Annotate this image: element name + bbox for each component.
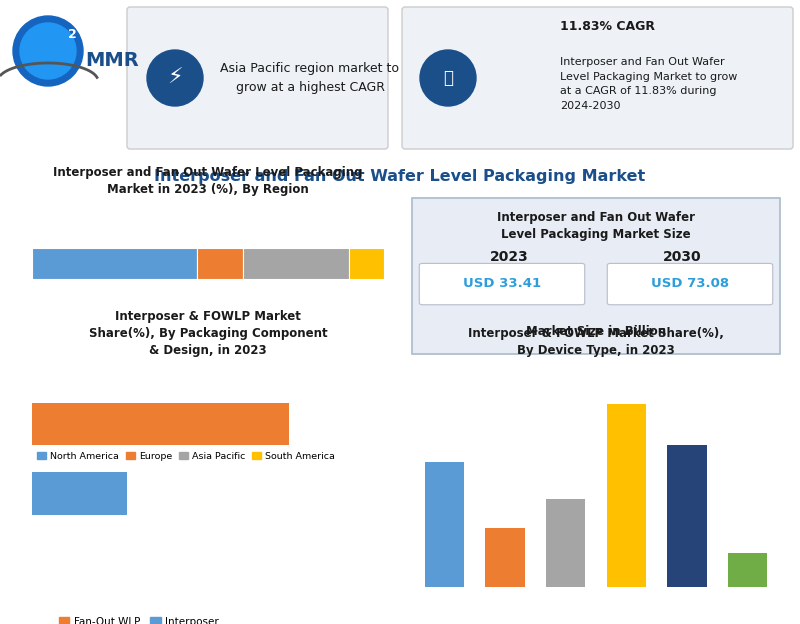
FancyBboxPatch shape [127, 7, 388, 149]
Text: 🔥: 🔥 [443, 69, 453, 87]
Text: Market Size in Billion: Market Size in Billion [526, 325, 666, 338]
FancyBboxPatch shape [419, 263, 585, 305]
Legend: Fan-Out WLP, Interposer: Fan-Out WLP, Interposer [55, 612, 223, 624]
Circle shape [147, 50, 203, 106]
Bar [667, 445, 706, 587]
Circle shape [13, 16, 83, 86]
Text: 11.83% CAGR: 11.83% CAGR [560, 19, 655, 32]
Text: USD 73.08: USD 73.08 [651, 277, 729, 290]
Bar [546, 499, 586, 587]
Text: Interposer and Fan Out Wafer
Level Packaging Market Size: Interposer and Fan Out Wafer Level Packa… [497, 211, 695, 241]
Text: USD 33.41: USD 33.41 [463, 277, 541, 290]
FancyBboxPatch shape [607, 263, 773, 305]
Bar [425, 462, 464, 587]
Title: Interposer & FOWLP Market
Share(%), By Packaging Component
& Design, in 2023: Interposer & FOWLP Market Share(%), By P… [89, 310, 327, 356]
Circle shape [20, 23, 76, 79]
Bar [486, 529, 525, 587]
Text: 2023: 2023 [490, 250, 529, 264]
Circle shape [420, 50, 476, 106]
Text: MMR: MMR [85, 52, 138, 71]
Bar [198, 248, 243, 280]
Text: Interposer and Fan Out Wafer
Level Packaging Market to grow
at a CAGR of 11.83% : Interposer and Fan Out Wafer Level Packa… [560, 57, 738, 111]
Text: Asia Pacific region market to
grow at a highest CAGR: Asia Pacific region market to grow at a … [221, 62, 399, 94]
Text: Interposer and Fan Out Wafer Level Packaging Market: Interposer and Fan Out Wafer Level Packa… [154, 168, 646, 184]
Title: Interposer & FOWLP Market Share(%),
By Device Type, in 2023: Interposer & FOWLP Market Share(%), By D… [468, 326, 724, 356]
FancyBboxPatch shape [412, 198, 780, 354]
Title: Interposer and Fan Out Wafer Level Packaging
Market in 2023 (%), By Region: Interposer and Fan Out Wafer Level Packa… [54, 166, 362, 196]
Text: 2030: 2030 [663, 250, 702, 264]
Legend: Logic ICs, Imaging & Optoelectronics, LEDs, MEMS/Sensors, Memory Devices, Others: Logic ICs, Imaging & Optoelectronics, LE… [398, 623, 642, 624]
Bar [606, 404, 646, 587]
Legend: North America, Europe, Asia Pacific, South America: North America, Europe, Asia Pacific, Sou… [34, 448, 339, 464]
Bar [243, 248, 349, 280]
Bar [32, 472, 127, 515]
Text: 2: 2 [68, 28, 77, 41]
Bar [349, 248, 384, 280]
Bar [32, 402, 289, 445]
Bar [728, 553, 767, 587]
FancyBboxPatch shape [402, 7, 793, 149]
Bar [32, 248, 198, 280]
Text: ⚡: ⚡ [167, 68, 183, 88]
